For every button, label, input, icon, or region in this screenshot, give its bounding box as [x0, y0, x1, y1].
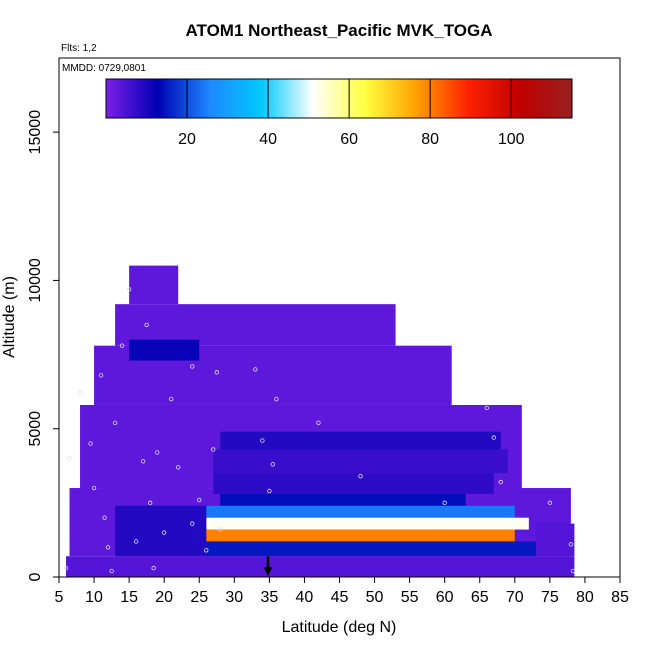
sample-point	[211, 447, 216, 452]
colorbar	[105, 78, 573, 119]
sample-point	[358, 473, 363, 479]
sample-point	[267, 488, 272, 494]
sample-point	[147, 500, 153, 506]
sample-point	[154, 450, 160, 455]
x-tick-label: 40	[296, 589, 314, 606]
sample-point	[274, 396, 279, 402]
sample-point	[176, 465, 181, 470]
sample-point	[105, 545, 111, 550]
sample-point	[112, 420, 118, 425]
heatmap-cell	[206, 505, 515, 518]
sample-point	[144, 322, 149, 328]
sample-point	[253, 367, 258, 372]
x-tick-label: 25	[190, 589, 208, 606]
sample-point	[570, 568, 576, 574]
sample-point	[126, 287, 132, 292]
x-tick-label: 75	[541, 589, 559, 606]
sample-point	[260, 438, 265, 443]
sample-point	[168, 396, 174, 402]
sample-point	[151, 565, 156, 571]
sample-point	[102, 515, 107, 520]
sample-point	[109, 568, 114, 574]
sample-point	[568, 542, 574, 547]
sample-point	[316, 420, 321, 425]
sample-point	[91, 485, 97, 491]
x-tick-label: 45	[331, 589, 349, 606]
colorbar-tick-label: 80	[421, 131, 439, 148]
chart-title: ATOM1 Northeast_Pacific MVK_TOGA	[185, 21, 492, 40]
x-tick-label: 70	[506, 589, 524, 606]
x-tick-label: 50	[366, 589, 384, 606]
heatmap-cell	[129, 265, 179, 305]
latitude-marker-arrow	[263, 556, 273, 576]
heatmap-cell	[206, 529, 515, 542]
sample-point	[498, 479, 503, 485]
y-tick-label: 5000	[27, 411, 44, 447]
y-tick-label: 0	[27, 572, 44, 581]
heatmap-cell	[115, 505, 207, 557]
sample-point	[442, 500, 447, 506]
heatmap-cell	[213, 449, 508, 474]
sample-point	[133, 539, 139, 544]
sample-point	[63, 565, 69, 571]
x-tick-label: 60	[436, 589, 454, 606]
flights-annotation: Flts: 1,2	[61, 43, 97, 54]
y-axis: 0 5000 10000 15000	[27, 110, 59, 581]
heatmap-cell	[115, 304, 396, 346]
sample-point	[214, 370, 219, 375]
colorbar-ticks: 20 40 60 80 100	[178, 79, 525, 148]
sample-point	[270, 462, 276, 467]
x-tick-label: 10	[85, 589, 103, 606]
heatmap-cell	[206, 517, 529, 530]
sample-point	[484, 405, 489, 411]
heatmap-cell	[213, 473, 494, 494]
heatmap-cell	[220, 431, 501, 450]
y-tick-label: 15000	[27, 110, 44, 155]
x-tick-label: 65	[471, 589, 489, 606]
x-tick-label: 55	[401, 589, 419, 606]
heatmap-cell	[129, 339, 200, 361]
x-tick-label: 30	[225, 589, 243, 606]
sample-point	[88, 441, 93, 446]
sample-point	[190, 364, 195, 369]
x-tick-label: 5	[55, 589, 64, 606]
colorbar-tick-label: 100	[498, 131, 525, 148]
sample-point	[67, 456, 72, 461]
sample-point	[140, 459, 146, 464]
x-tick-label: 20	[155, 589, 173, 606]
y-axis-label: Altitude (m)	[1, 276, 18, 358]
sample-point	[218, 527, 223, 532]
colorbar-tick-label: 40	[259, 131, 277, 148]
x-tick-label: 35	[260, 589, 278, 606]
sample-point	[547, 500, 553, 506]
colorbar-tick-label: 60	[340, 131, 358, 148]
sample-point	[204, 548, 209, 553]
heatmap-cell	[535, 523, 575, 557]
x-tick-label: 80	[576, 589, 594, 606]
heatmap-cell	[206, 541, 536, 557]
colorbar-tick-label: 20	[178, 131, 196, 148]
y-tick-label: 10000	[27, 258, 44, 303]
heatmap-cell	[66, 556, 575, 577]
x-axis: 5 10 15 20 25 30 35 40 45 50 55 60 65 70 75 80 85	[55, 577, 629, 606]
sample-point	[161, 530, 167, 535]
sample-point	[98, 373, 104, 378]
x-axis-label: Latitude (deg N)	[282, 619, 397, 636]
sample-point	[119, 343, 125, 348]
x-tick-label: 15	[120, 589, 138, 606]
sample-point	[491, 435, 496, 440]
x-tick-label: 85	[611, 589, 629, 606]
sample-point	[190, 521, 195, 526]
heatmap-cell	[220, 493, 466, 506]
sample-point	[197, 497, 202, 503]
sample-point	[77, 390, 83, 396]
heatmap-cells	[63, 265, 576, 577]
dates-annotation: MMDD: 0729,0801	[62, 63, 146, 74]
